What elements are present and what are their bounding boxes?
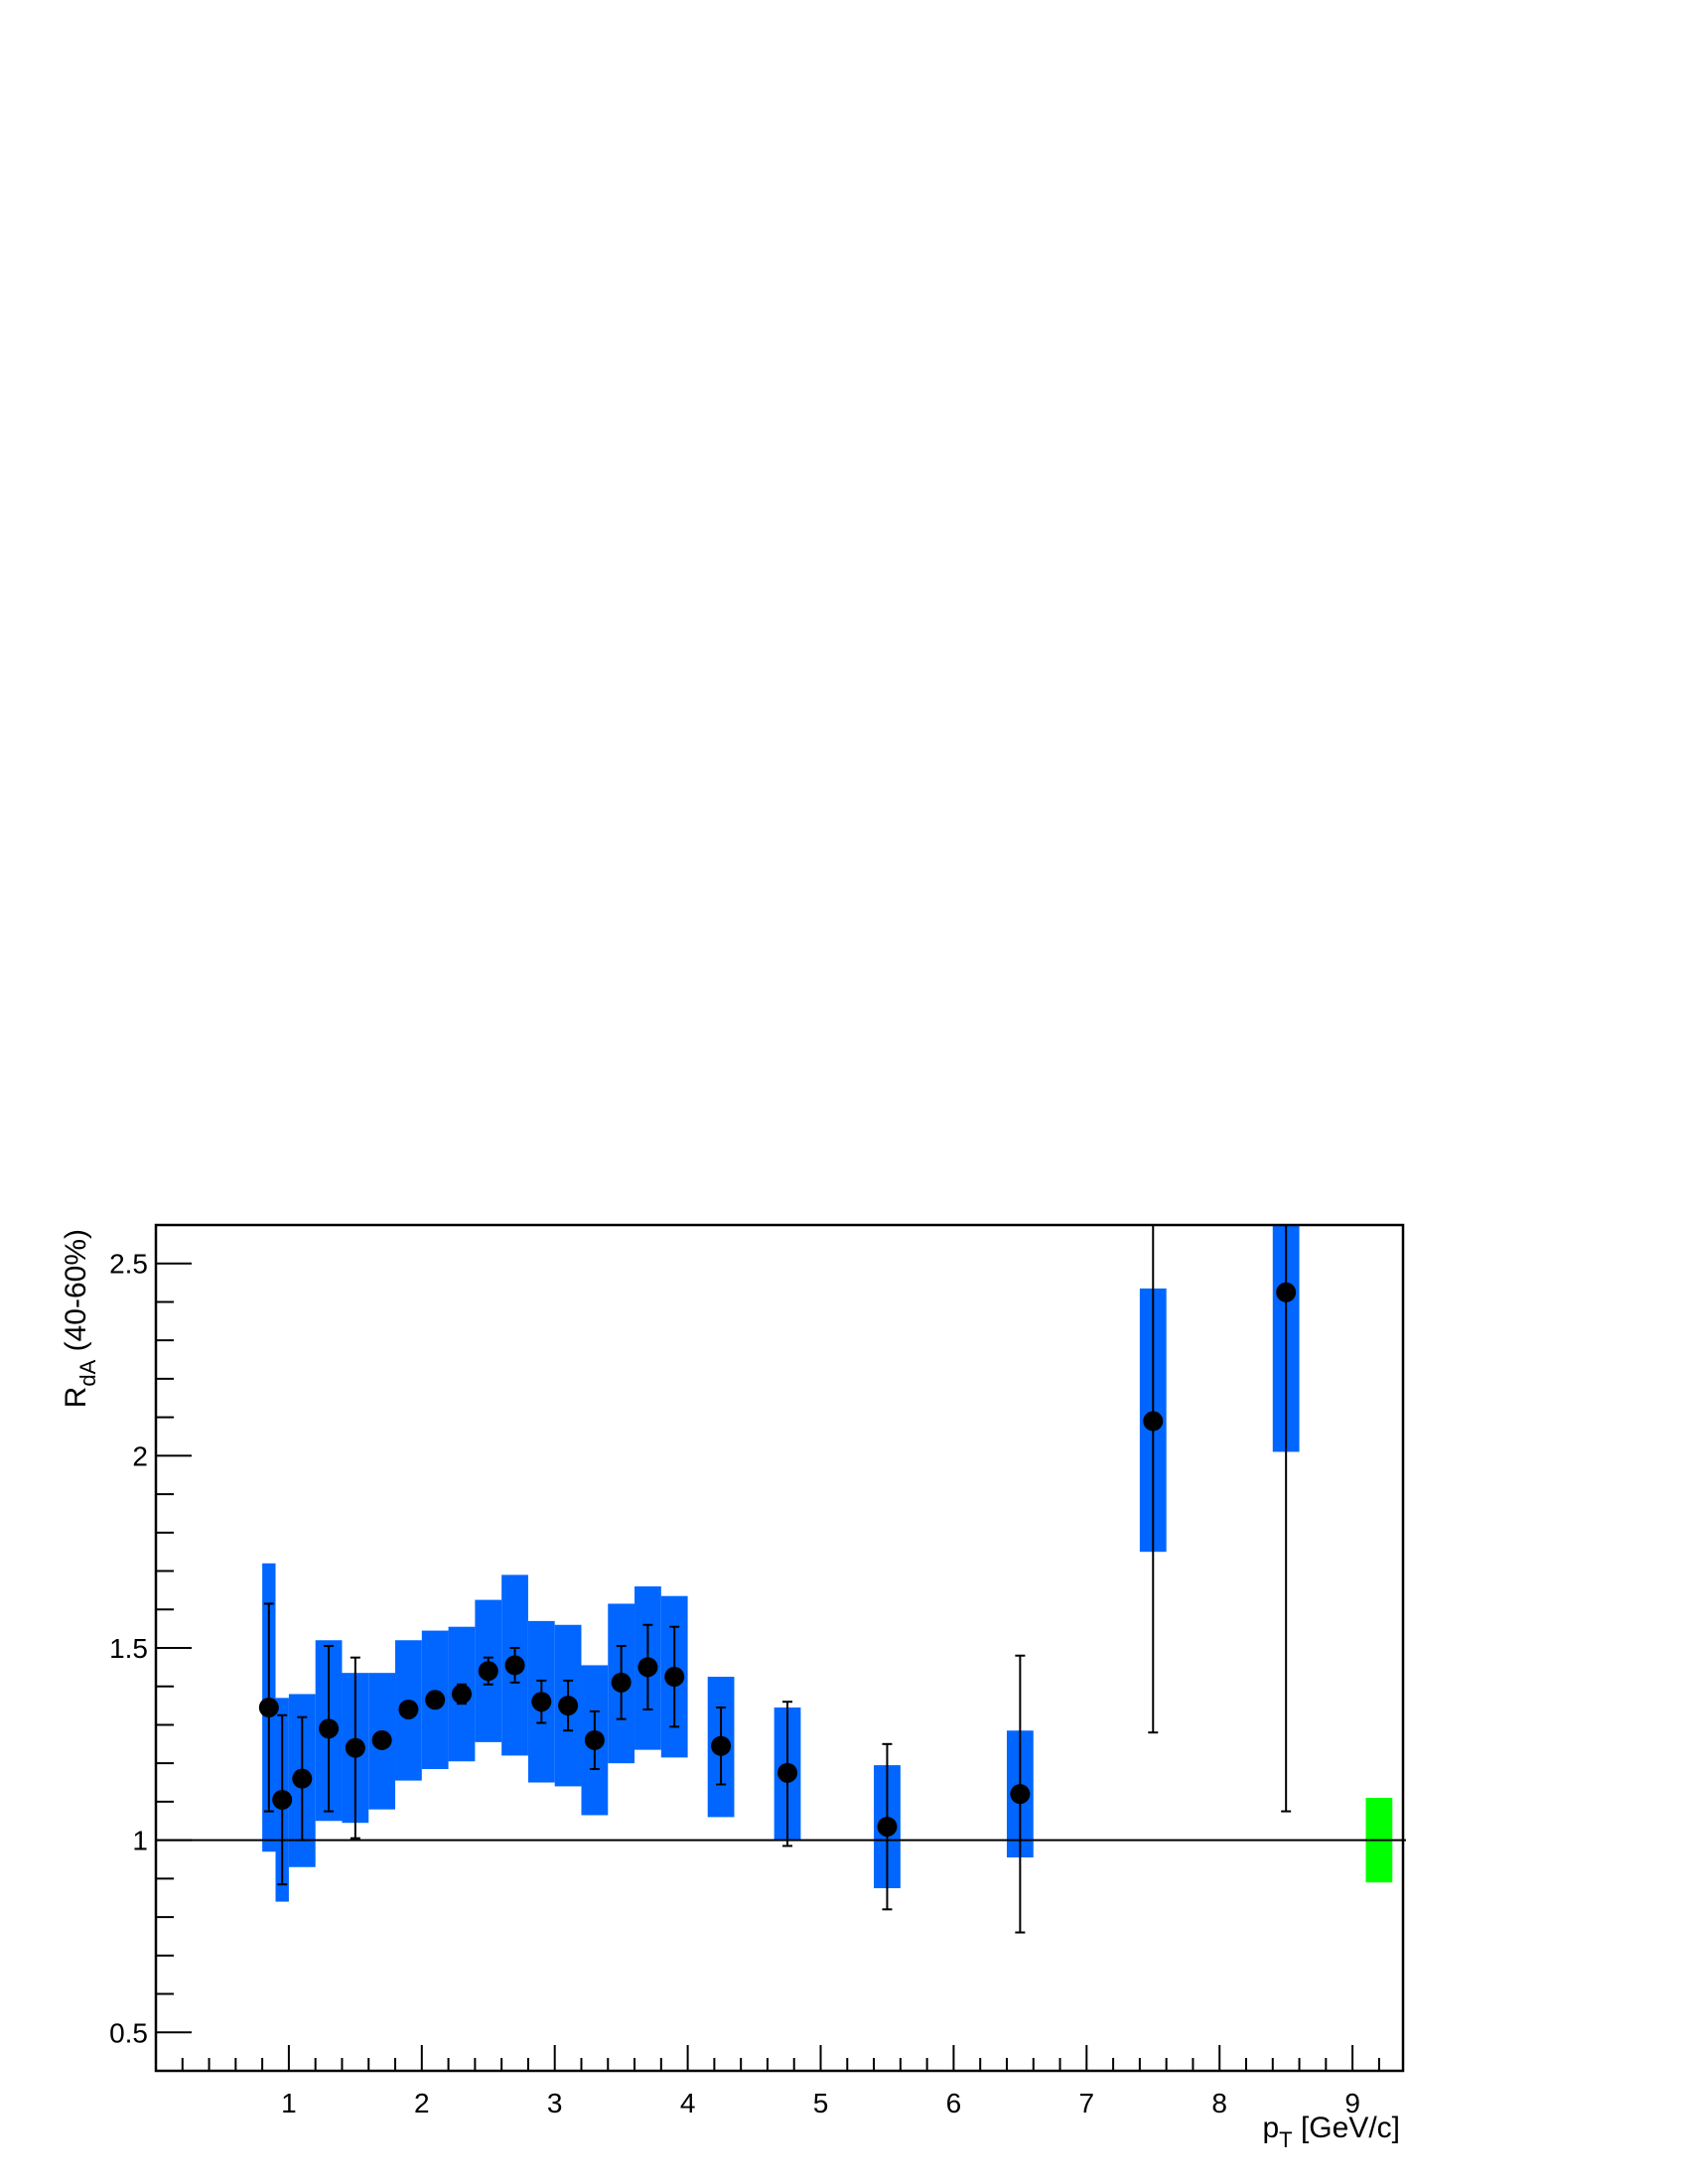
data-point bbox=[292, 1768, 313, 1789]
data-point bbox=[478, 1661, 498, 1682]
data-point bbox=[711, 1735, 732, 1756]
data-point bbox=[777, 1762, 798, 1783]
data-point bbox=[531, 1692, 552, 1712]
x-axis-title: pT [GeV/c] bbox=[1262, 2112, 1400, 2152]
data-point bbox=[558, 1696, 579, 1716]
data-point bbox=[398, 1699, 419, 1719]
data-point bbox=[258, 1698, 279, 1718]
data-point bbox=[504, 1655, 525, 1676]
data-point bbox=[637, 1657, 658, 1678]
y-axis-title: RdA (40-60%) bbox=[60, 1229, 100, 1408]
y-tick-label: 2.5 bbox=[109, 1249, 148, 1280]
y-tick-label: 0.5 bbox=[109, 2017, 148, 2048]
data-point bbox=[664, 1667, 685, 1688]
data-point bbox=[584, 1729, 605, 1750]
x-tick-label: 2 bbox=[414, 2088, 430, 2118]
y-tick-label: 1 bbox=[132, 1826, 148, 1856]
y-axis-ticks: 0.5 1 1.5 2 2.5 bbox=[109, 1224, 192, 2072]
plot-frame bbox=[154, 1223, 1405, 2073]
data-markers bbox=[258, 1282, 1297, 1838]
data-point bbox=[1143, 1411, 1164, 1432]
data-point bbox=[877, 1817, 898, 1838]
data-point bbox=[1010, 1784, 1031, 1805]
y-tick-label: 2 bbox=[132, 1440, 148, 1471]
x-axis-ticks: 1 2 3 4 5 6 7 8 9 bbox=[181, 2045, 1380, 2118]
y-tick-label: 1.5 bbox=[109, 1633, 148, 1664]
x-tick-label: 7 bbox=[1079, 2088, 1095, 2118]
data-point bbox=[451, 1684, 472, 1705]
data-point bbox=[611, 1672, 632, 1693]
x-tick-label: 5 bbox=[813, 2088, 829, 2118]
x-tick-label: 4 bbox=[680, 2088, 696, 2118]
data-point bbox=[345, 1737, 365, 1758]
data-point bbox=[1276, 1282, 1297, 1302]
systematic-uncertainty-boxes bbox=[262, 1225, 1300, 1902]
data-point bbox=[272, 1789, 293, 1810]
x-tick-label: 3 bbox=[547, 2088, 563, 2118]
data-point bbox=[319, 1718, 340, 1739]
x-tick-label: 1 bbox=[281, 2088, 297, 2118]
data-point bbox=[425, 1690, 446, 1710]
x-tick-label: 8 bbox=[1211, 2088, 1227, 2118]
data-point bbox=[371, 1729, 392, 1750]
x-tick-label: 6 bbox=[946, 2088, 962, 2118]
x-tick-label: 9 bbox=[1344, 2088, 1360, 2118]
